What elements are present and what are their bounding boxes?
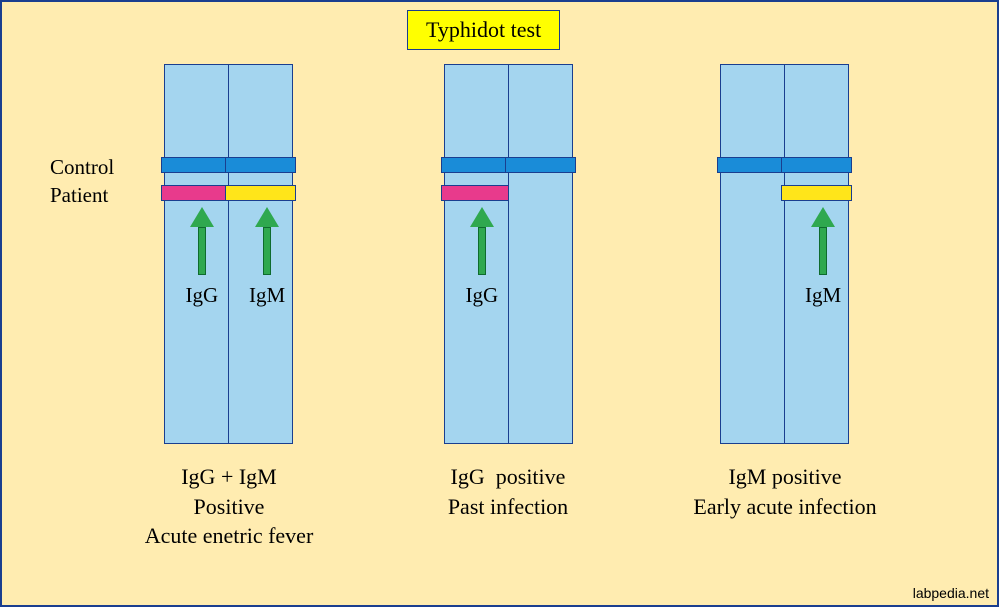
test-strip: IgM [784, 64, 849, 444]
indicator-arrow: IgG [186, 207, 219, 308]
watermark: labpedia.net [913, 585, 989, 601]
test-strip [720, 64, 785, 444]
test-strip: IgM [228, 64, 293, 444]
arrow-label: IgG [466, 283, 499, 308]
panel-caption: IgM positive Early acute infection [693, 462, 876, 521]
control-band [441, 157, 512, 173]
indicator-arrow: IgM [805, 207, 841, 308]
test-strip: IgG [444, 64, 509, 444]
test-strip-panel: IgG IgM [164, 64, 293, 444]
control-band [225, 157, 296, 173]
panel-caption: IgG positive Past infection [448, 462, 568, 521]
control-band [781, 157, 852, 173]
test-strip: IgG [164, 64, 229, 444]
control-band [717, 157, 788, 173]
diagram-canvas: Typhidot test Control Patient IgG IgM IgG … [0, 0, 999, 607]
igm-band [225, 185, 296, 201]
arrow-label: IgM [805, 283, 841, 308]
test-strip [508, 64, 573, 444]
igg-band [161, 185, 232, 201]
arrow-label: IgM [249, 283, 285, 308]
title-box: Typhidot test [407, 10, 560, 50]
indicator-arrow: IgM [249, 207, 285, 308]
control-band [161, 157, 232, 173]
test-strip-panel: IgM [720, 64, 849, 444]
control-band [505, 157, 576, 173]
row-label-patient: Patient [50, 183, 108, 208]
test-strip-panel: IgG [444, 64, 573, 444]
row-label-control: Control [50, 155, 114, 180]
title-text: Typhidot test [426, 17, 541, 42]
igm-band [781, 185, 852, 201]
panel-caption: IgG + IgM Positive Acute enetric fever [145, 462, 314, 551]
arrow-label: IgG [186, 283, 219, 308]
indicator-arrow: IgG [466, 207, 499, 308]
igg-band [441, 185, 512, 201]
